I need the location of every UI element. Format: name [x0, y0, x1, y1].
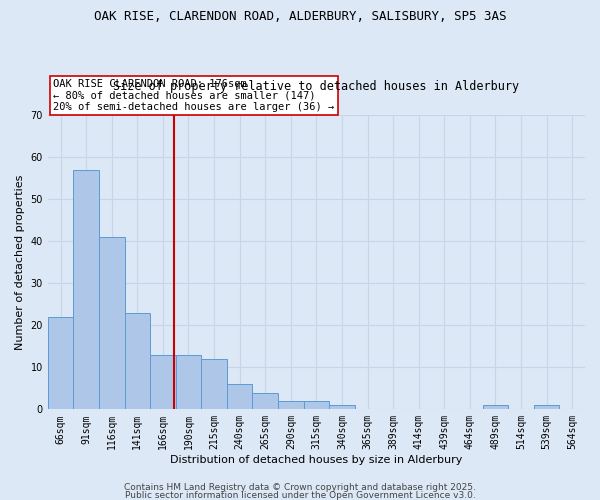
Bar — [48, 317, 73, 410]
Bar — [329, 405, 355, 409]
Bar — [534, 405, 559, 409]
Text: OAK RISE CLARENDON ROAD: 176sqm
← 80% of detached houses are smaller (147)
20% o: OAK RISE CLARENDON ROAD: 176sqm ← 80% of… — [53, 79, 334, 112]
Bar — [99, 237, 125, 410]
Bar — [73, 170, 99, 410]
Bar — [482, 405, 508, 409]
Bar — [150, 354, 176, 410]
Bar — [253, 392, 278, 409]
Y-axis label: Number of detached properties: Number of detached properties — [15, 174, 25, 350]
Bar — [227, 384, 253, 409]
Bar — [278, 401, 304, 409]
Text: Public sector information licensed under the Open Government Licence v3.0.: Public sector information licensed under… — [125, 490, 475, 500]
Text: Contains HM Land Registry data © Crown copyright and database right 2025.: Contains HM Land Registry data © Crown c… — [124, 484, 476, 492]
X-axis label: Distribution of detached houses by size in Alderbury: Distribution of detached houses by size … — [170, 455, 463, 465]
Bar — [125, 312, 150, 410]
Bar — [201, 359, 227, 410]
Title: Size of property relative to detached houses in Alderbury: Size of property relative to detached ho… — [113, 80, 520, 93]
Bar — [304, 401, 329, 409]
Bar — [176, 354, 201, 410]
Text: OAK RISE, CLARENDON ROAD, ALDERBURY, SALISBURY, SP5 3AS: OAK RISE, CLARENDON ROAD, ALDERBURY, SAL… — [94, 10, 506, 23]
